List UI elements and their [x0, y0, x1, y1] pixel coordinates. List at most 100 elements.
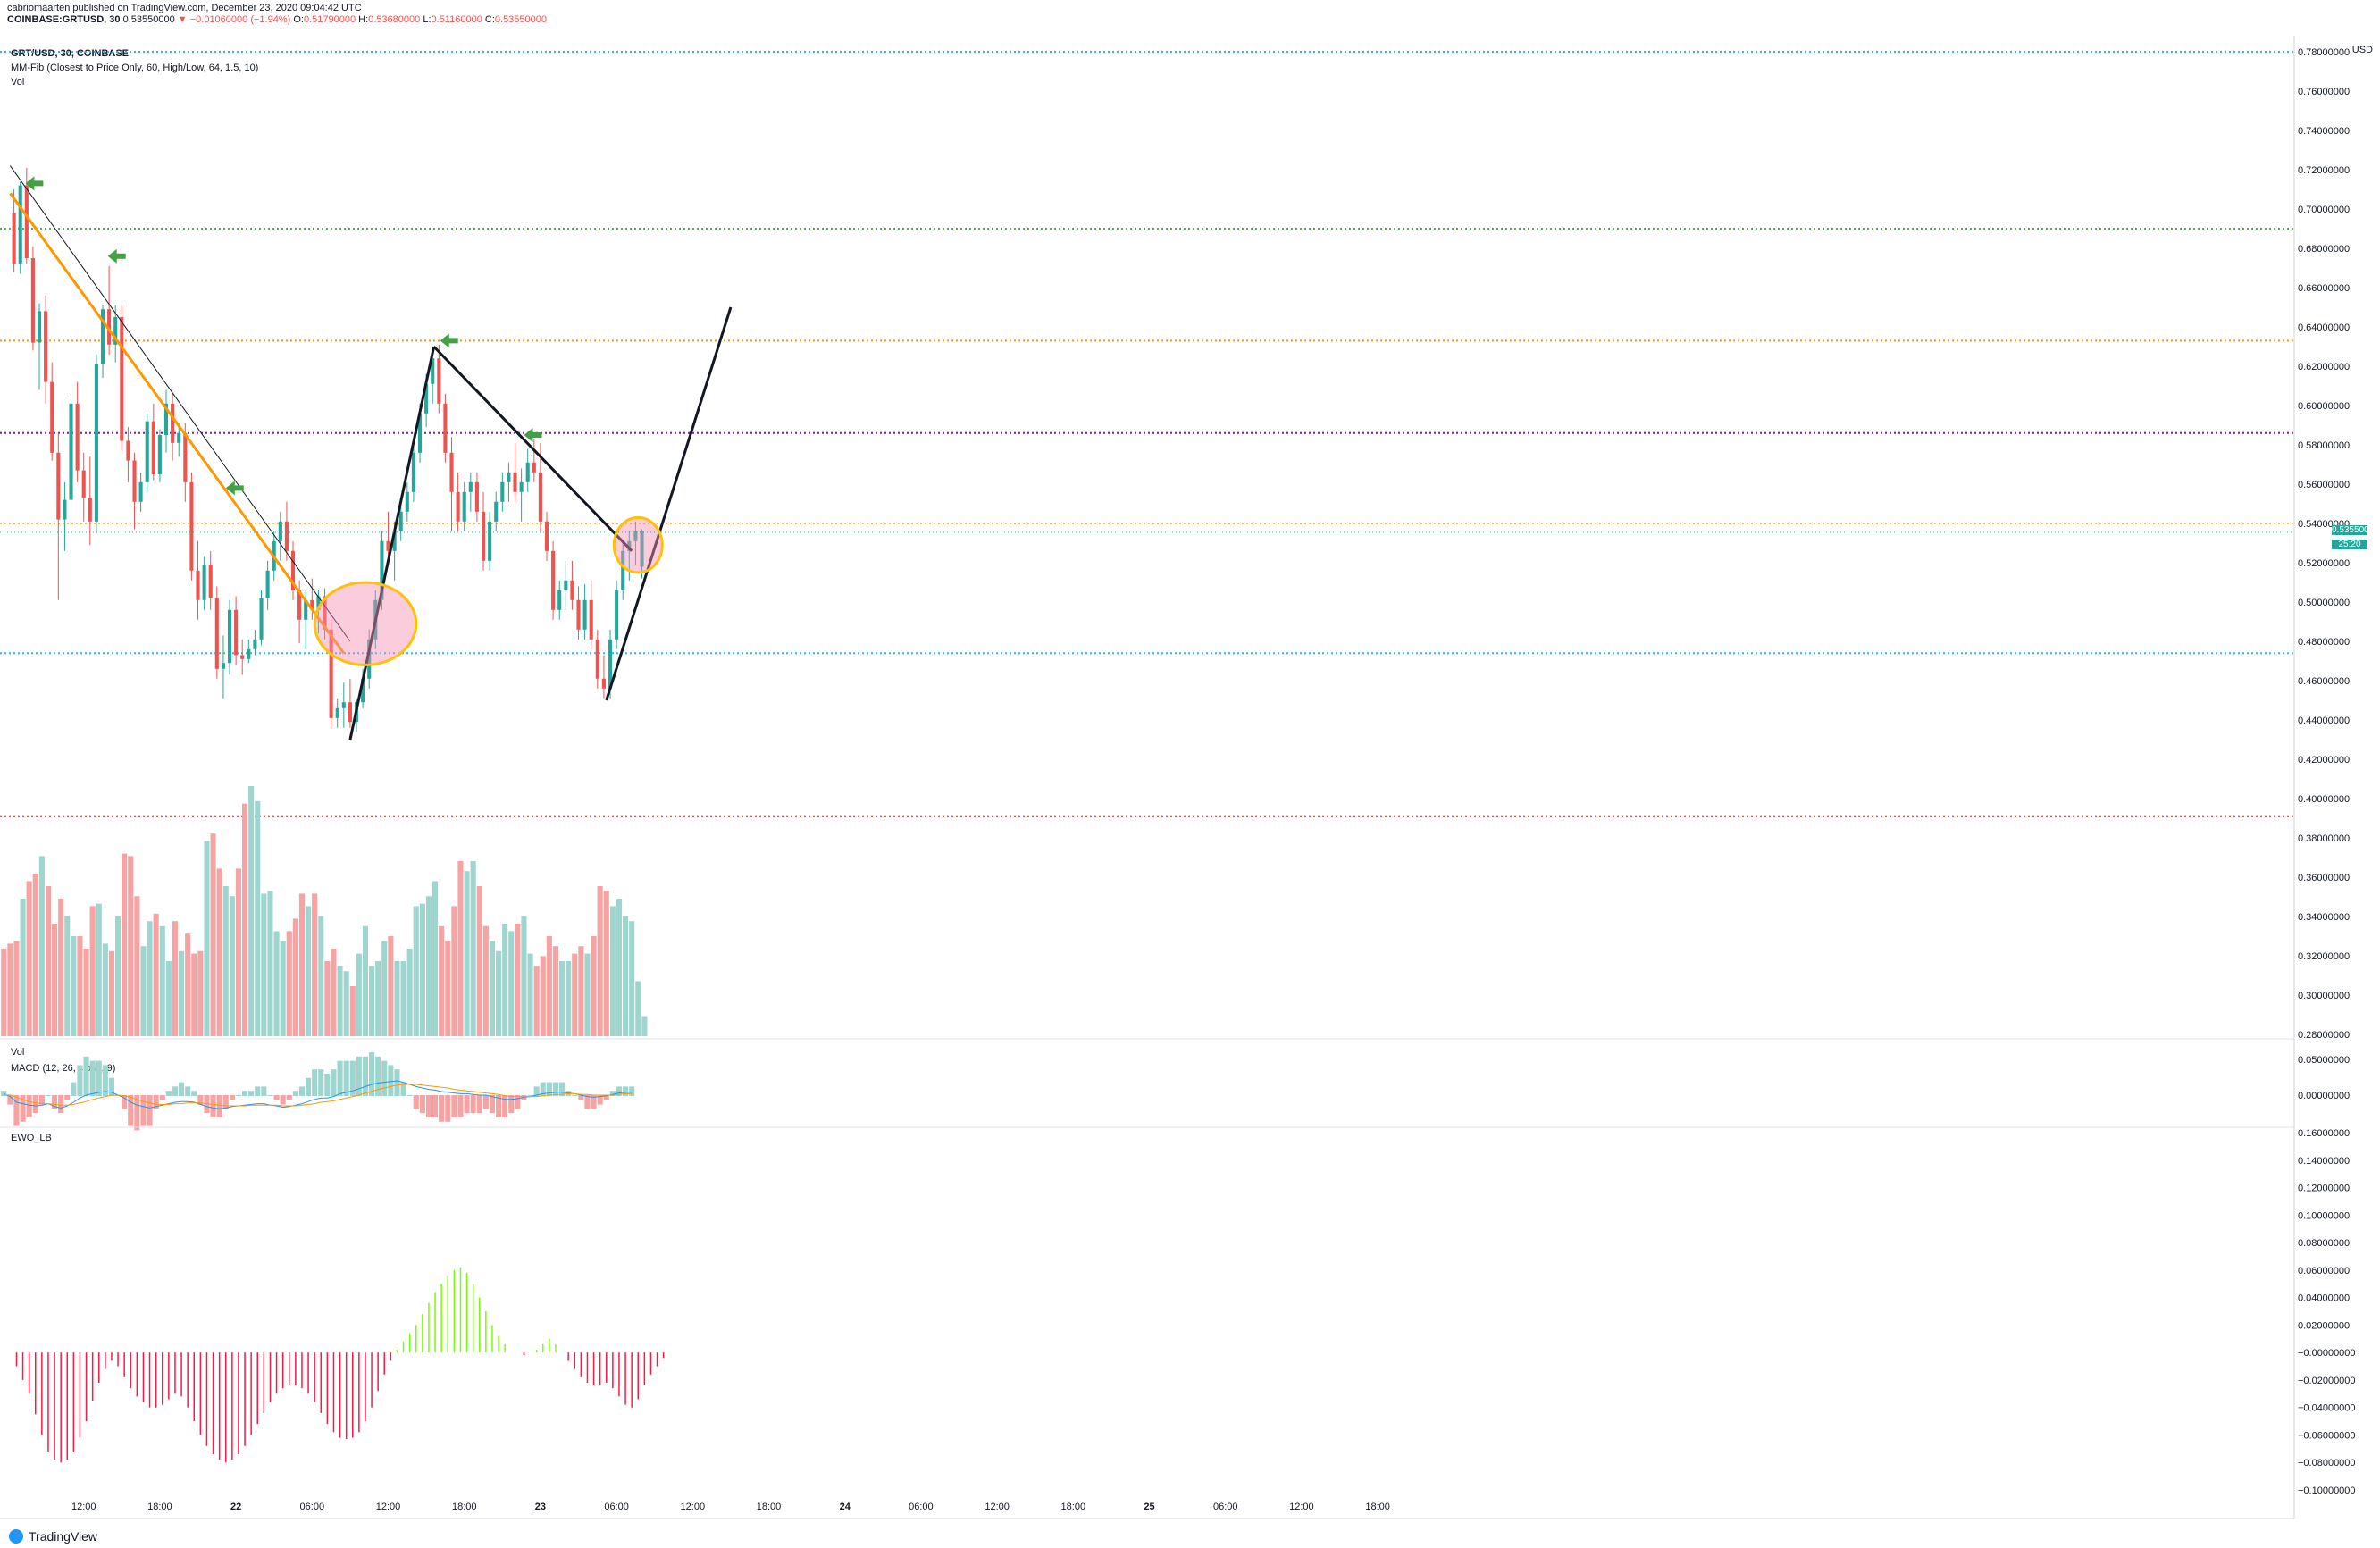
candle-body: [284, 521, 289, 551]
price-tick-label: 0.70000000: [2298, 205, 2350, 215]
price-tick-label: 0.68000000: [2298, 244, 2350, 255]
macd-histogram-bar: [375, 1056, 381, 1096]
volume-bar: [261, 893, 267, 1036]
ohlc-line: COINBASE:GRTUSD, 30 0.53550000 ▼ −0.0106…: [7, 14, 547, 25]
candle-body: [189, 481, 194, 571]
candle-body: [348, 702, 352, 723]
legend-vol[interactable]: Vol: [11, 77, 25, 88]
candle-body: [582, 599, 587, 630]
volume-bar: [89, 906, 96, 1036]
macd-histogram-bar: [96, 1060, 102, 1096]
volume-bar: [255, 800, 261, 1036]
candle-body: [595, 639, 599, 679]
candle-body: [544, 521, 549, 551]
macd-histogram-bar: [496, 1095, 502, 1117]
macd-histogram-bar: [388, 1065, 394, 1096]
candle-body: [310, 599, 314, 610]
volume-bar: [381, 941, 388, 1036]
open-label: O:: [293, 14, 304, 25]
trendline: [605, 306, 733, 701]
macd-histogram-bar: [147, 1095, 153, 1126]
candle-body: [551, 550, 556, 610]
volume-bar: [179, 950, 185, 1036]
macd-histogram-bar: [502, 1095, 508, 1117]
macd-histogram-bar: [179, 1082, 185, 1096]
candle-body: [151, 421, 155, 474]
macd-histogram-bar: [77, 1065, 83, 1096]
legend-fib[interactable]: MM-Fib (Closest to Price Only, 60, High/…: [11, 63, 259, 73]
candle-body: [12, 213, 16, 264]
volume-bar: [242, 803, 248, 1036]
time-tick-label: 12:00: [71, 1502, 96, 1512]
volume-bar: [540, 956, 546, 1036]
candle-body: [107, 309, 112, 345]
candle-body: [589, 599, 593, 640]
macd-histogram-bar: [559, 1082, 566, 1096]
macd-histogram-bar: [292, 1091, 298, 1096]
legend-vol-2[interactable]: Vol: [11, 1047, 25, 1058]
macd-histogram-bar: [623, 1086, 629, 1096]
high-label: H:: [358, 14, 369, 25]
macd-histogram-bar: [318, 1069, 324, 1096]
candle-body: [386, 540, 390, 551]
macd-histogram-bar: [83, 1056, 89, 1096]
volume-bar: [26, 881, 32, 1036]
ewo-tick-label: 0.02000000: [2298, 1320, 2350, 1331]
candle-body: [538, 472, 542, 522]
ewo-tick-label: 0.06000000: [2298, 1266, 2350, 1276]
candle-body: [627, 540, 632, 551]
volume-bar: [77, 936, 83, 1036]
price-tick-label: 0.28000000: [2298, 1030, 2350, 1041]
macd-histogram-bar: [185, 1086, 191, 1096]
candle-body: [449, 452, 454, 492]
candle-body: [234, 609, 239, 656]
volume-bar: [413, 906, 419, 1036]
volume-bar: [7, 943, 13, 1036]
candle-body: [113, 317, 118, 345]
macd-histogram-bar: [515, 1095, 521, 1109]
volume-bar: [572, 953, 578, 1036]
legend-ewo[interactable]: EWO_LB: [11, 1133, 52, 1143]
trendline: [9, 165, 351, 642]
candle-body: [411, 452, 415, 492]
candle-body: [481, 511, 486, 561]
candle-body: [380, 540, 384, 600]
macd-histogram-bar: [255, 1086, 261, 1096]
candle-body: [126, 440, 130, 461]
volume-bar: [584, 953, 591, 1036]
volume-bar: [489, 941, 496, 1036]
ewo-tick-label: −0.08000000: [2298, 1458, 2356, 1469]
candle-body: [94, 364, 98, 522]
candle-body: [443, 403, 448, 453]
volume-bar: [597, 886, 603, 1036]
volume-bar: [419, 903, 425, 1036]
candle-body: [437, 358, 441, 404]
volume-bar: [566, 961, 572, 1036]
volume-bar: [20, 899, 26, 1036]
price-tick-label: 0.48000000: [2298, 637, 2350, 648]
volume-bar: [394, 961, 400, 1036]
signal-arrow-icon: [440, 333, 458, 348]
macd-histogram-bar: [578, 1095, 584, 1100]
signal-arrow-icon: [524, 428, 542, 442]
candle-body: [367, 639, 372, 679]
candle-body: [640, 531, 644, 567]
macd-histogram-bar: [629, 1086, 635, 1096]
volume-bar: [482, 925, 489, 1036]
tradingview-logo[interactable]: TradingView: [9, 1529, 97, 1544]
volume-bars: [1, 786, 648, 1036]
legend-macd[interactable]: MACD (12, 26, close, 9): [11, 1063, 116, 1074]
macd-histogram-bar: [7, 1095, 13, 1105]
signal-arrow-icon: [107, 248, 126, 264]
candle-body: [329, 629, 333, 718]
volume-bar: [298, 893, 306, 1036]
currency-label[interactable]: USD: [2351, 45, 2373, 55]
highlight-ellipse: [612, 515, 664, 574]
volume-bar: [267, 891, 273, 1036]
volume-bar: [38, 856, 45, 1036]
candle-body: [290, 550, 296, 590]
candle-body: [525, 462, 530, 482]
ewo-tick-label: −0.02000000: [2298, 1376, 2356, 1386]
